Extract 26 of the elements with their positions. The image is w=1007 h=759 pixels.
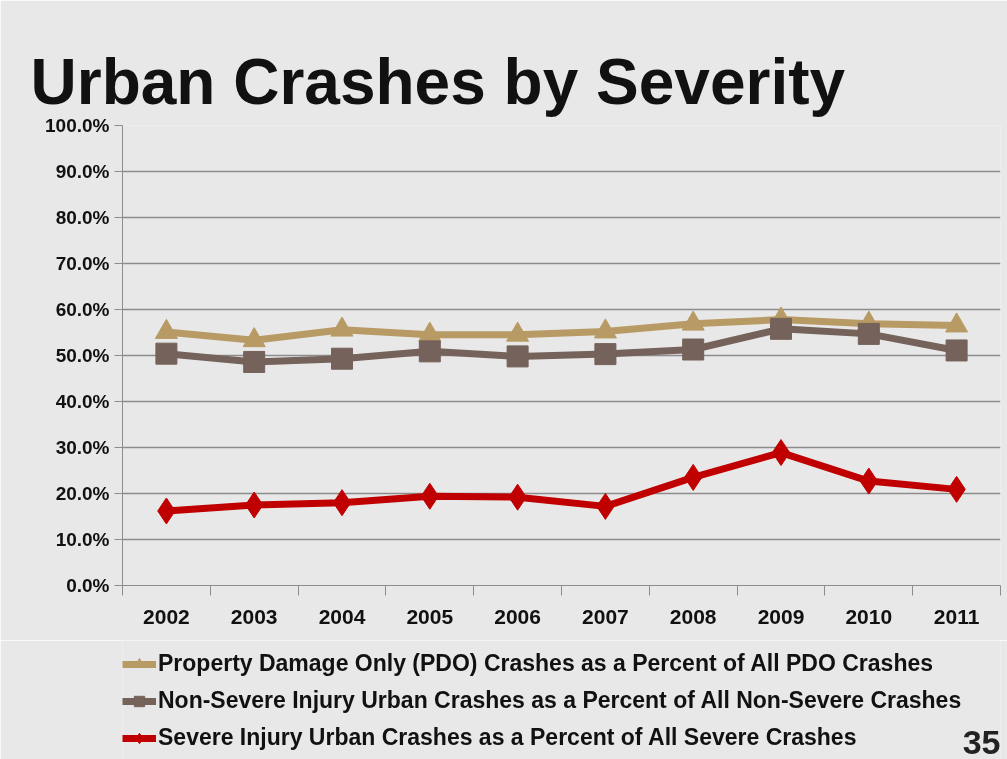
chart-title: Urban Crashes by Severity [30, 45, 846, 118]
x-tick-label: 2007 [582, 604, 629, 628]
y-tick-label: 100.0% [45, 115, 110, 136]
x-tick-label: 2008 [669, 604, 717, 628]
legend-label: Non-Severe Injury Urban Crashes as a Percent of All Non-Severe Crashes [158, 687, 962, 714]
x-tick-label: 2006 [494, 604, 541, 628]
y-tick-label: 80.0% [55, 207, 110, 228]
text: 35 [962, 722, 1001, 759]
x-tick-label: 2009 [757, 604, 805, 628]
y-tick-label: 0.0% [66, 575, 110, 596]
x-tick-label: 2011 [933, 604, 980, 628]
y-tick-label: 90.0% [55, 161, 110, 182]
x-tick-label: 2010 [845, 604, 893, 628]
legend-label: Severe Injury Urban Crashes as a Percent of All Severe Crashes [158, 724, 857, 751]
y-tick-label: 30.0% [55, 437, 110, 458]
y-tick-label: 50.0% [55, 345, 110, 366]
y-tick-label: 20.0% [55, 483, 110, 504]
x-tick-label: 2005 [406, 604, 454, 628]
y-tick-label: 10.0% [55, 529, 110, 550]
x-tick-label: 2004 [318, 604, 366, 628]
y-tick-label: 60.0% [55, 299, 110, 320]
x-tick-label: 2002 [143, 604, 190, 628]
y-tick-label: 70.0% [55, 253, 110, 274]
x-tick-label: 2003 [230, 604, 278, 628]
legend-label: Property Damage Only (PDO) Crashes as a Percent of All PDO Crashes [158, 650, 934, 677]
y-tick-label: 40.0% [55, 391, 110, 412]
